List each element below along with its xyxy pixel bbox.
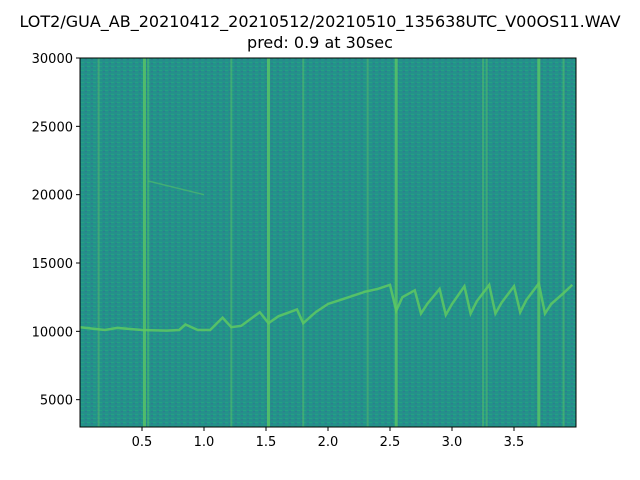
chart-subtitle: pred: 0.9 at 30sec [247,33,393,52]
y-tick-label: 25000 [32,120,73,135]
x-tick-label: 1.0 [194,435,215,450]
x-tick-label: 2.5 [380,435,401,450]
x-tick-label: 3.5 [504,435,525,450]
x-tick-label: 0.5 [132,435,153,450]
x-tick-label: 2.0 [318,435,339,450]
chart-title: LOT2/GUA_AB_20210412_20210512/20210510_1… [19,12,621,31]
faint-trace [148,180,205,196]
whistle-contour [80,280,574,332]
y-tick-label: 5000 [40,394,73,409]
y-tick-label: 20000 [32,189,73,204]
y-tick-label: 15000 [32,257,73,272]
spectrogram-background [80,58,576,427]
x-tick-label: 3.0 [442,435,463,450]
y-tick-label: 30000 [32,52,73,67]
x-tick-label: 1.5 [256,435,277,450]
y-tick-label: 10000 [32,325,73,340]
